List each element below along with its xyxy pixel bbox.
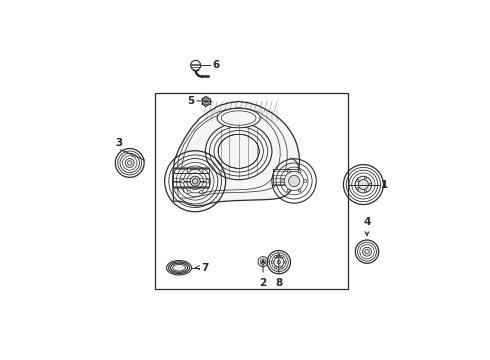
Circle shape bbox=[365, 177, 367, 179]
Bar bbox=[173, 181, 209, 187]
Circle shape bbox=[365, 249, 369, 254]
Bar bbox=[273, 169, 299, 185]
Circle shape bbox=[287, 170, 290, 173]
Circle shape bbox=[200, 190, 203, 194]
Circle shape bbox=[287, 189, 290, 192]
Text: 4: 4 bbox=[363, 217, 370, 227]
Text: 3: 3 bbox=[115, 138, 122, 148]
Circle shape bbox=[274, 257, 284, 267]
Circle shape bbox=[289, 175, 300, 186]
Circle shape bbox=[206, 180, 209, 183]
Circle shape bbox=[365, 190, 367, 192]
Circle shape bbox=[284, 261, 286, 263]
Ellipse shape bbox=[205, 123, 272, 180]
Bar bbox=[155, 93, 348, 288]
Ellipse shape bbox=[217, 108, 260, 128]
Circle shape bbox=[193, 179, 198, 184]
Circle shape bbox=[181, 180, 184, 183]
Circle shape bbox=[282, 180, 284, 183]
Text: 8: 8 bbox=[275, 278, 282, 288]
Circle shape bbox=[191, 60, 201, 70]
Circle shape bbox=[274, 256, 277, 258]
Circle shape bbox=[369, 184, 371, 186]
Text: 5: 5 bbox=[187, 96, 195, 106]
Text: 7: 7 bbox=[201, 263, 209, 273]
Bar bbox=[173, 173, 209, 183]
Circle shape bbox=[281, 267, 283, 269]
Circle shape bbox=[203, 98, 209, 105]
Circle shape bbox=[127, 161, 132, 165]
Circle shape bbox=[204, 100, 208, 103]
Circle shape bbox=[363, 247, 371, 256]
Text: 2: 2 bbox=[259, 278, 267, 288]
Text: 1: 1 bbox=[381, 180, 388, 190]
Ellipse shape bbox=[172, 264, 185, 271]
Circle shape bbox=[281, 256, 283, 258]
Text: 6: 6 bbox=[212, 60, 220, 70]
Circle shape bbox=[298, 189, 301, 192]
Circle shape bbox=[298, 170, 301, 173]
Circle shape bbox=[357, 188, 359, 190]
Circle shape bbox=[355, 176, 372, 193]
Circle shape bbox=[304, 180, 307, 183]
Circle shape bbox=[187, 190, 191, 194]
Circle shape bbox=[200, 169, 203, 172]
Circle shape bbox=[284, 171, 304, 191]
Circle shape bbox=[125, 158, 134, 167]
Circle shape bbox=[190, 176, 200, 186]
Polygon shape bbox=[173, 102, 300, 206]
Circle shape bbox=[187, 169, 191, 172]
Circle shape bbox=[271, 261, 273, 263]
Circle shape bbox=[357, 179, 359, 181]
Bar bbox=[173, 168, 209, 174]
Circle shape bbox=[274, 267, 277, 269]
Circle shape bbox=[262, 261, 264, 263]
Circle shape bbox=[358, 180, 368, 190]
